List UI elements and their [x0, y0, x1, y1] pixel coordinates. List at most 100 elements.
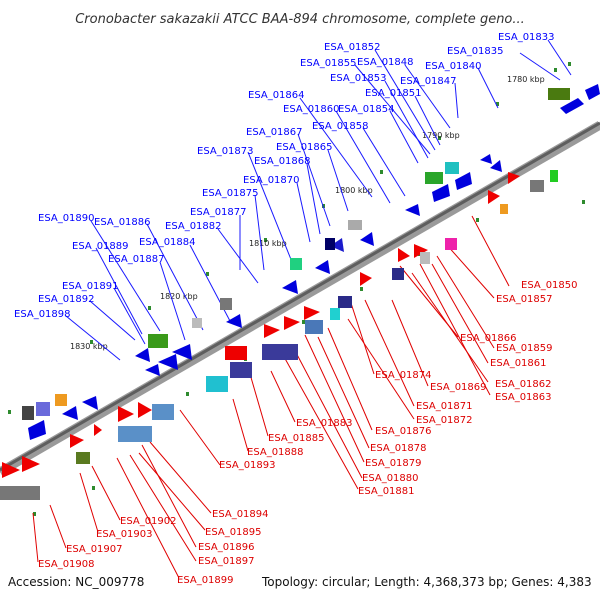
- label-esa-01857[interactable]: ESA_01857: [496, 294, 553, 305]
- label-esa-01848[interactable]: ESA_01848: [357, 57, 414, 68]
- label-esa-01894[interactable]: ESA_01894: [212, 509, 269, 520]
- gene-block: [192, 318, 202, 328]
- gene-arrow: [490, 160, 502, 172]
- gene-block: [22, 406, 34, 420]
- gene-arrow: [398, 248, 410, 262]
- label-esa-01897[interactable]: ESA_01897: [198, 556, 255, 567]
- label-esa-01833[interactable]: ESA_01833: [498, 32, 555, 43]
- gene-arrow: [145, 364, 160, 376]
- gene-block: [118, 426, 152, 442]
- tick-mark: [496, 102, 499, 106]
- label-esa-01886[interactable]: ESA_01886: [94, 217, 151, 228]
- gene-arrow: [560, 98, 584, 114]
- label-esa-01896[interactable]: ESA_01896: [198, 542, 255, 553]
- label-esa-01872[interactable]: ESA_01872: [416, 415, 473, 426]
- label-esa-01861[interactable]: ESA_01861: [490, 358, 547, 369]
- label-esa-01875[interactable]: ESA_01875: [202, 188, 259, 199]
- label-esa-01884[interactable]: ESA_01884: [139, 237, 196, 248]
- gene-block: [148, 334, 168, 348]
- label-esa-01874[interactable]: ESA_01874: [375, 370, 432, 381]
- forward-leader-lines: [65, 39, 572, 361]
- label-esa-01893[interactable]: ESA_01893: [219, 460, 276, 471]
- gene-block: [220, 298, 232, 310]
- label-esa-01871[interactable]: ESA_01871: [416, 401, 473, 412]
- label-esa-01873[interactable]: ESA_01873: [197, 146, 254, 157]
- label-esa-01852[interactable]: ESA_01852: [324, 42, 381, 53]
- gene-arrow: [22, 456, 40, 472]
- label-esa-01870[interactable]: ESA_01870: [243, 175, 300, 186]
- gene-arrow: [304, 306, 320, 320]
- label-esa-01891[interactable]: ESA_01891: [62, 281, 119, 292]
- label-esa-01876[interactable]: ESA_01876: [375, 426, 432, 437]
- label-esa-01879[interactable]: ESA_01879: [365, 458, 422, 469]
- label-esa-01862[interactable]: ESA_01862: [495, 379, 552, 390]
- label-esa-01880[interactable]: ESA_01880: [362, 473, 419, 484]
- label-esa-01881[interactable]: ESA_01881: [358, 486, 415, 497]
- label-esa-01864[interactable]: ESA_01864: [248, 90, 305, 101]
- tick-mark: [8, 410, 11, 414]
- label-esa-01835[interactable]: ESA_01835: [447, 46, 504, 57]
- gene-block: [445, 238, 457, 250]
- label-esa-01840[interactable]: ESA_01840: [425, 61, 482, 72]
- label-esa-01860[interactable]: ESA_01860: [283, 104, 340, 115]
- gene-arrow: [118, 406, 134, 422]
- gene-block: [548, 88, 570, 100]
- label-esa-01895[interactable]: ESA_01895: [205, 527, 262, 538]
- tick-mark: [148, 306, 151, 310]
- label-esa-01847[interactable]: ESA_01847: [400, 76, 457, 87]
- label-esa-01850[interactable]: ESA_01850: [521, 280, 578, 291]
- gene-arrow: [62, 406, 78, 420]
- label-esa-01887[interactable]: ESA_01887: [108, 254, 165, 265]
- gene-block: [325, 238, 335, 250]
- tick-mark: [380, 170, 383, 174]
- label-esa-01883[interactable]: ESA_01883: [296, 418, 353, 429]
- label-esa-01865[interactable]: ESA_01865: [276, 142, 333, 153]
- gene-arrow: [360, 272, 372, 286]
- label-esa-01898[interactable]: ESA_01898: [14, 309, 71, 320]
- label-esa-01908[interactable]: ESA_01908: [38, 559, 95, 570]
- label-esa-01903[interactable]: ESA_01903: [96, 529, 153, 540]
- label-esa-01888[interactable]: ESA_01888: [247, 447, 304, 458]
- label-esa-01869[interactable]: ESA_01869: [430, 382, 487, 393]
- gene-arrow: [585, 84, 600, 100]
- label-esa-01882[interactable]: ESA_01882: [165, 221, 222, 232]
- label-esa-01892[interactable]: ESA_01892: [38, 294, 95, 305]
- label-esa-01853[interactable]: ESA_01853: [330, 73, 387, 84]
- label-esa-01854[interactable]: ESA_01854: [338, 104, 395, 115]
- gene-block: [305, 320, 323, 334]
- gene-block: [230, 362, 252, 378]
- label-esa-01878[interactable]: ESA_01878: [370, 443, 427, 454]
- gene-block: [420, 252, 430, 264]
- gene-block: [392, 268, 404, 280]
- label-esa-01890[interactable]: ESA_01890: [38, 213, 95, 224]
- tick-mark: [582, 200, 585, 204]
- gene-arrow: [455, 172, 472, 190]
- kbp-marker-1810: 1810 kbp: [249, 239, 287, 248]
- label-esa-01855[interactable]: ESA_01855: [300, 58, 357, 69]
- label-esa-01889[interactable]: ESA_01889: [72, 241, 129, 252]
- label-esa-01866[interactable]: ESA_01866: [460, 333, 517, 344]
- gene-arrow: [94, 424, 102, 436]
- gene-block: [530, 180, 544, 192]
- label-esa-01885[interactable]: ESA_01885: [268, 433, 325, 444]
- label-esa-01902[interactable]: ESA_01902: [120, 516, 177, 527]
- label-esa-01868[interactable]: ESA_01868: [254, 156, 311, 167]
- gene-arrow: [414, 244, 428, 258]
- label-esa-01877[interactable]: ESA_01877: [190, 207, 247, 218]
- tick-mark: [186, 392, 189, 396]
- tick-mark: [360, 287, 363, 291]
- label-esa-01859[interactable]: ESA_01859: [496, 343, 553, 354]
- label-esa-01907[interactable]: ESA_01907: [66, 544, 123, 555]
- reverse-gene-labels: ESA_01850 ESA_01857 ESA_01859 ESA_01861 …: [38, 280, 578, 586]
- gene-block: [550, 170, 558, 182]
- label-esa-01858[interactable]: ESA_01858: [312, 121, 369, 132]
- label-esa-01899[interactable]: ESA_01899: [177, 575, 234, 586]
- kbp-marker-1790: 1790 kbp: [422, 131, 460, 140]
- label-esa-01863[interactable]: ESA_01863: [495, 392, 552, 403]
- label-esa-01867[interactable]: ESA_01867: [246, 127, 303, 138]
- tick-mark: [554, 68, 557, 72]
- label-esa-01851[interactable]: ESA_01851: [365, 88, 422, 99]
- gene-arrow: [488, 190, 500, 204]
- gene-block: [152, 404, 174, 420]
- gene-block: [500, 204, 508, 214]
